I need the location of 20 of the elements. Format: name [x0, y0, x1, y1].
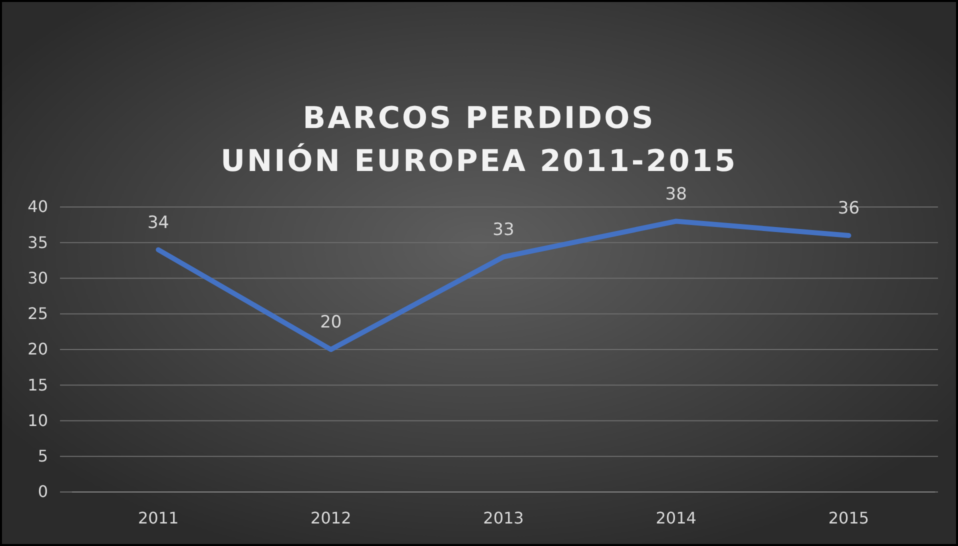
x-tick-label: 2011	[138, 508, 179, 528]
data-label: 20	[320, 312, 342, 332]
y-tick-label: 20	[28, 340, 48, 359]
data-label: 38	[665, 184, 687, 204]
y-tick-label: 0	[38, 482, 48, 502]
x-tick-label: 2015	[828, 508, 870, 528]
y-tick-label: 25	[28, 304, 48, 323]
y-tick-label: 35	[28, 232, 48, 252]
y-tick-label: 30	[28, 268, 48, 288]
x-tick-label: 2014	[656, 508, 696, 528]
chart-title: BARCOS PERDIDOS UNIÓN EUROPEA 2011-2015	[220, 101, 738, 179]
data-label: 36	[838, 198, 860, 218]
x-tick-label: 2013	[483, 508, 524, 528]
data-label: 34	[147, 212, 170, 233]
y-tick-label: 5	[38, 446, 48, 466]
y-tick-label: 40	[28, 197, 48, 216]
y-tick-label: 15	[28, 375, 48, 394]
x-tick-label: 2012	[310, 508, 352, 528]
data-label: 33	[492, 220, 514, 240]
y-tick-label: 10	[28, 410, 48, 430]
